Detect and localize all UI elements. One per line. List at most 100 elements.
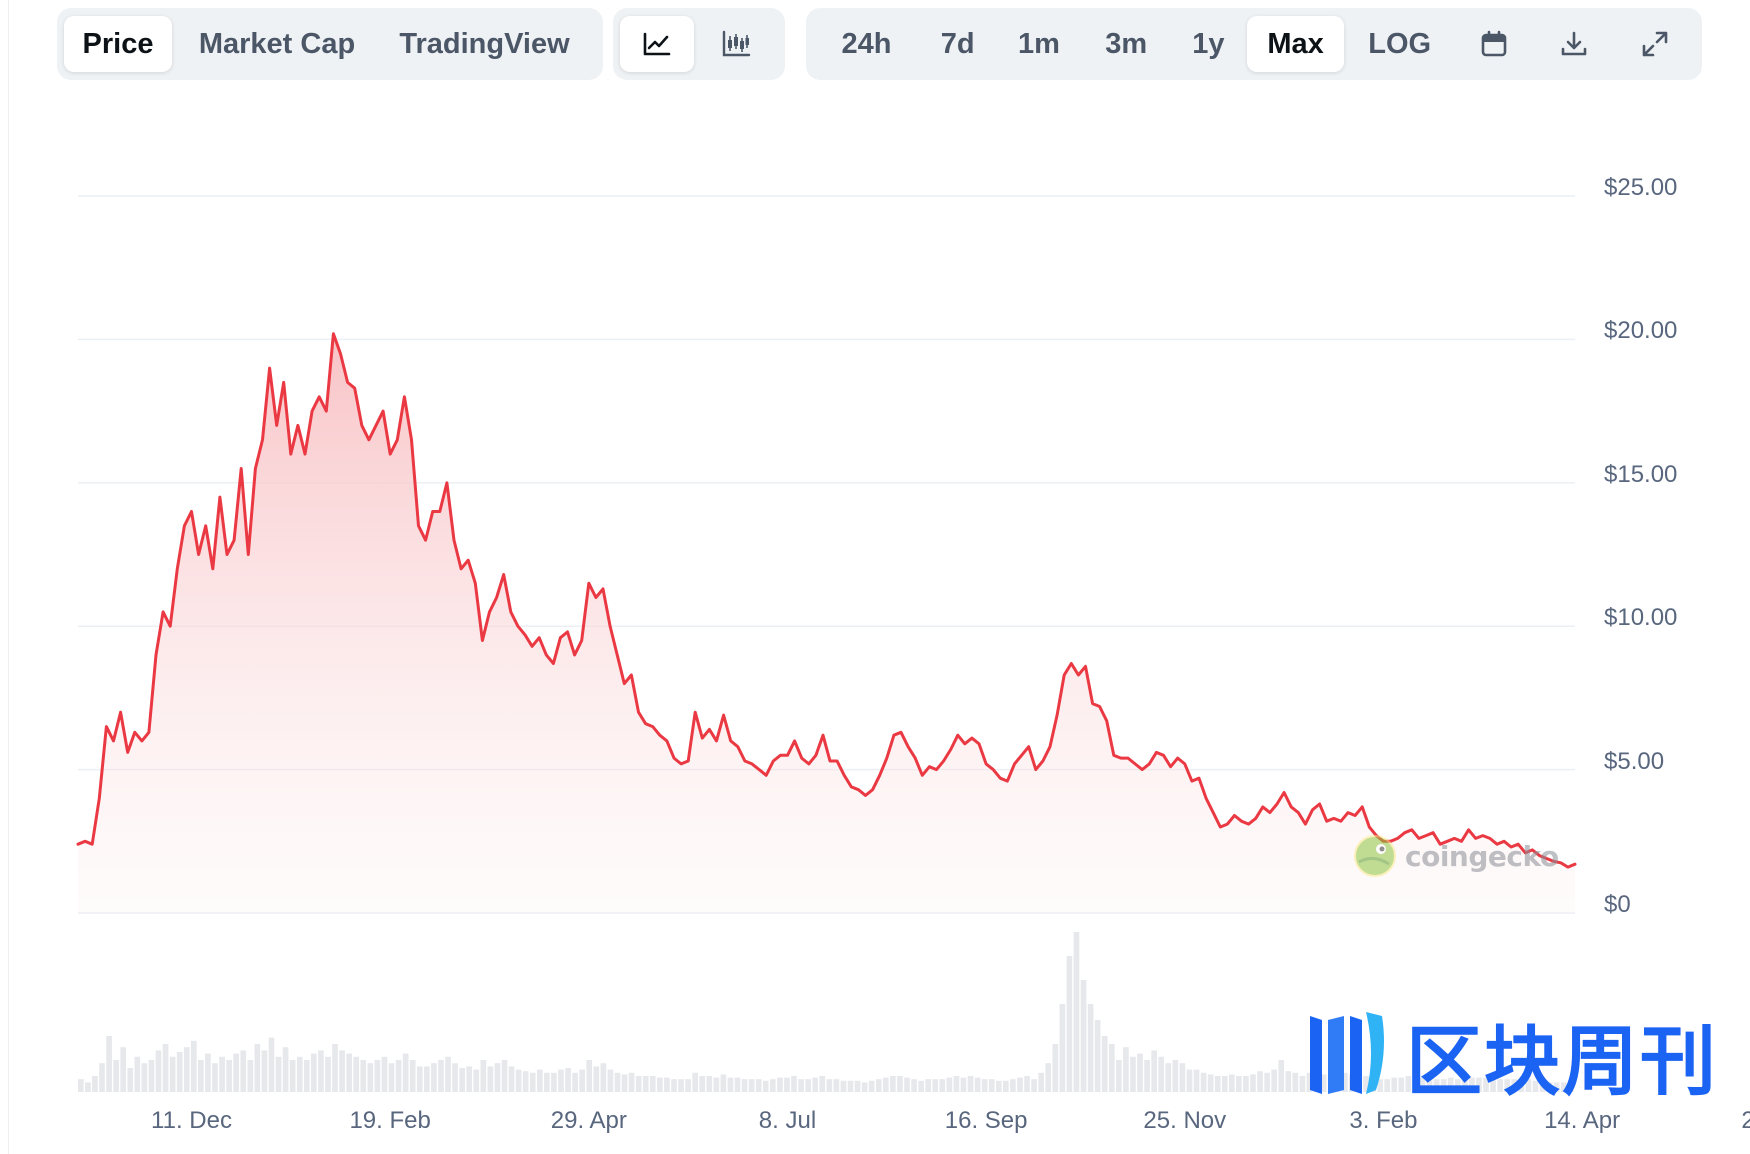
volume-bar [741,1079,748,1092]
calendar-button[interactable] [1455,16,1532,72]
volume-bar [1518,1080,1525,1092]
range-max[interactable]: Max [1247,16,1345,72]
tab-tradingview[interactable]: TradingView [399,27,570,60]
publisher-text: 区块周刊 [1406,1017,1718,1106]
volume-bar [1010,1079,1016,1092]
volume-bar [325,1056,331,1092]
volume-bar [890,1076,896,1092]
volume-bar [508,1066,515,1092]
volume-bar [1087,1004,1094,1092]
volume-bar [918,1080,924,1092]
volume-bar [1363,1076,1369,1092]
tab-market-cap[interactable]: Market Cap [198,27,356,60]
y-tick-label: $20.00 [1604,317,1678,345]
volume-bar [1476,1077,1482,1092]
range-1m[interactable]: 1m [1017,27,1060,60]
volume-bar [424,1066,430,1092]
volume-bar [904,1077,910,1092]
x-tick-label: 23. Jun [1741,1107,1750,1134]
volume-bar [162,1044,169,1092]
volume-bar [1066,956,1073,1092]
volume-bar [226,1060,232,1092]
price-area-fill [78,333,1575,913]
volume-bar [1059,1004,1066,1092]
volume-bar [141,1063,148,1092]
volume-bar [1003,1080,1009,1092]
volume-bar [1497,1079,1503,1092]
volume-bar [953,1076,960,1092]
volume-bar [1341,1072,1348,1092]
candlestick-chart-icon [722,30,751,57]
volume-bar [360,1060,367,1092]
volume-bar [374,1060,381,1092]
volume-bar [1264,1072,1270,1092]
volume-bar [1151,1050,1157,1092]
volume-bar [452,1063,458,1092]
log-scale-toggle[interactable]: LOG [1368,27,1432,60]
volume-bar [233,1053,239,1092]
volume-bar [1094,1020,1101,1092]
volume-bar [1045,1063,1052,1092]
volume-bar [755,1079,762,1092]
volume-bar [169,1056,176,1092]
volume-bar [501,1060,508,1092]
download-button[interactable] [1532,16,1615,72]
volume-bar [1490,1079,1496,1092]
fullscreen-button[interactable] [1616,16,1695,72]
volume-bar [1285,1071,1292,1092]
volume-bar [487,1066,494,1092]
volume-bar [925,1079,932,1092]
volume-bar [1137,1053,1143,1092]
volume-bar [1236,1076,1242,1092]
line-chart-icon [643,32,671,56]
volume-bar [1398,1077,1405,1092]
volume-bar [261,1050,268,1092]
volume-bar [1221,1076,1228,1092]
volume-bar [332,1044,338,1092]
volume-bar [459,1068,465,1092]
volume-bar [621,1074,628,1092]
volume-bar [1179,1063,1186,1092]
volume-bar [473,1069,480,1092]
volume-bar [579,1069,586,1092]
volume-bar [205,1053,211,1092]
candlestick-chart-button[interactable] [694,16,778,72]
volume-bar [671,1079,677,1092]
volume-bar [565,1068,571,1092]
x-tick-label: 11. Dec [151,1107,232,1134]
volume-bar [148,1060,155,1092]
range-1y[interactable]: 1y [1192,27,1225,60]
volume-bar [353,1056,360,1092]
volume-bar [649,1076,656,1092]
volume-bar [607,1069,614,1092]
range-24h[interactable]: 24h [841,27,892,60]
volume-bar [593,1066,600,1092]
volume-bar [99,1063,105,1092]
y-tick-label: $15.00 [1604,460,1678,488]
volume-bar [882,1077,889,1092]
volume-bar [699,1076,706,1092]
volume-bar [558,1069,564,1092]
volume-bar [219,1056,225,1092]
volume-bar [1207,1074,1214,1092]
volume-bar [155,1050,162,1092]
volume-bar [529,1072,536,1092]
volume-bar [268,1037,275,1092]
volume-bar [1200,1072,1207,1092]
volume-bar [339,1050,345,1092]
volume-bar [1511,1079,1518,1092]
volume-bar [685,1079,691,1092]
volume-bar [720,1074,727,1092]
volume-bar [113,1060,119,1092]
line-chart-button[interactable] [620,16,694,72]
volume-bar [974,1077,981,1092]
range-3m[interactable]: 3m [1105,27,1148,60]
price-line [76,332,1577,869]
volume-bar [1024,1076,1030,1092]
range-7d[interactable]: 7d [940,27,975,60]
volume-bar [1123,1047,1129,1092]
tab-price[interactable]: Price [64,16,172,72]
volume-bar [438,1060,444,1092]
volume-bar [1454,1079,1461,1092]
